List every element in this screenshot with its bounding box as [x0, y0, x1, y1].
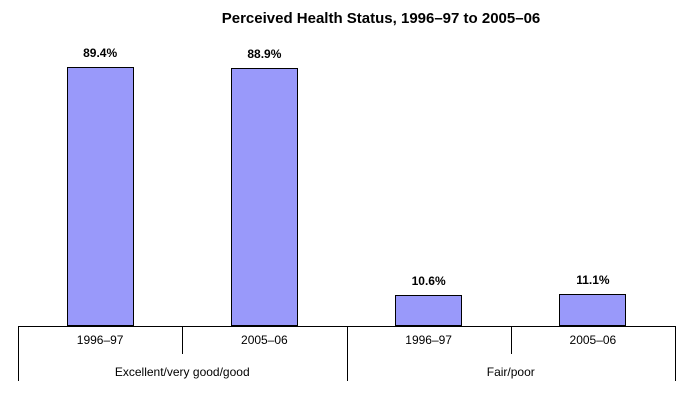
x-axis-group-label: Excellent/very good/good — [114, 365, 250, 379]
bar — [395, 295, 463, 326]
x-axis-period-label: 2005–06 — [569, 333, 617, 347]
x-axis-group-label: Fair/poor — [486, 365, 535, 379]
bar — [66, 66, 134, 326]
bar-value-label: 88.9% — [247, 47, 282, 62]
bar — [230, 68, 298, 326]
axis-period-tick — [510, 326, 512, 354]
bar-value-label: 89.4% — [83, 45, 118, 60]
bar-value-label: 11.1% — [576, 272, 610, 287]
axis-group-tick — [18, 326, 19, 381]
x-axis-period-label: 2005–06 — [241, 333, 288, 347]
bar-value-label: 10.6% — [411, 274, 446, 289]
x-axis-period-label: 1996–97 — [76, 333, 124, 347]
axis-period-tick — [182, 326, 184, 354]
chart-title: Perceived Health Status, 1996–97 to 2005… — [221, 10, 541, 27]
axis-group-tick — [675, 326, 676, 381]
x-axis-period-label: 1996–97 — [405, 333, 452, 347]
x-axis-line — [18, 326, 676, 327]
axis-group-tick — [346, 326, 348, 381]
bar — [559, 293, 627, 326]
